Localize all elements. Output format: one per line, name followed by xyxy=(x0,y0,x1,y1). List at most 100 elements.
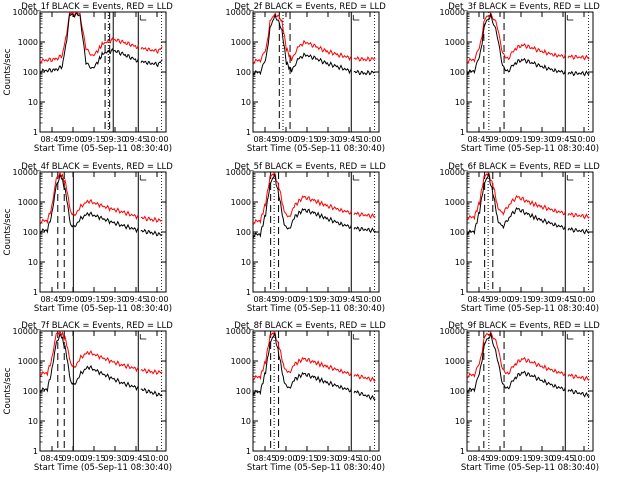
y-tick-label: 10 xyxy=(455,417,465,426)
x-tick-label: 09:45 xyxy=(124,295,147,304)
series-line-lld xyxy=(467,12,590,64)
x-axis-label: Start Time (05-Sep-11 08:30:40) xyxy=(461,304,599,314)
x-tick-label: 09:15 xyxy=(509,295,532,304)
x-tick-label: 09:00 xyxy=(488,295,511,304)
y-tick-label: 10000 xyxy=(440,8,465,17)
y-tick-label: 100 xyxy=(23,228,38,237)
plot-frame xyxy=(252,171,380,293)
x-tick-label: 09:45 xyxy=(337,454,360,463)
x-tick-label: 09:30 xyxy=(316,295,339,304)
plot-frame xyxy=(39,171,167,293)
x-axis-label: Start Time (05-Sep-11 08:30:40) xyxy=(34,304,172,314)
plot-title: Det_5f BLACK = Events, RED = LLD xyxy=(234,162,386,172)
y-tick-label: 100 xyxy=(23,387,38,396)
plot-title: Det_1f BLACK = Events, RED = LLD xyxy=(21,2,173,12)
x-tick-label: 09:30 xyxy=(316,135,339,144)
y-tick-label: 1 xyxy=(460,288,465,297)
plot-title: Det_8f BLACK = Events, RED = LLD xyxy=(234,321,386,331)
x-tick-label: 09:15 xyxy=(509,454,532,463)
y-tick-label: 10000 xyxy=(226,8,251,17)
x-tick-label: 10:00 xyxy=(572,454,595,463)
x-tick-label: 09:30 xyxy=(530,135,553,144)
x-tick-label: 10:00 xyxy=(358,135,381,144)
plot-title: Det_3f BLACK = Events, RED = LLD xyxy=(448,2,600,12)
y-tick-label: 100 xyxy=(23,68,38,77)
plot-title: Det_2f BLACK = Events, RED = LLD xyxy=(234,2,386,12)
x-tick-label: 10:00 xyxy=(145,454,168,463)
x-axis-label: Start Time (05-Sep-11 08:30:40) xyxy=(461,463,599,473)
y-tick-label: 10000 xyxy=(440,168,465,177)
x-tick-label: 08:45 xyxy=(40,135,63,144)
plot-frame xyxy=(466,330,594,452)
y-tick-label: 1000 xyxy=(18,38,38,47)
y-tick-label: 10000 xyxy=(13,8,38,17)
series-line-events xyxy=(253,332,376,401)
y-tick-label: 1000 xyxy=(231,38,251,47)
y-tick-label: 1 xyxy=(460,447,465,456)
x-tick-label: 08:45 xyxy=(467,454,490,463)
y-tick-label: 100 xyxy=(450,228,465,237)
x-tick-label: 09:00 xyxy=(61,135,84,144)
y-tick-label: 10 xyxy=(28,98,38,107)
x-tick-label: 10:00 xyxy=(145,135,168,144)
y-tick-label: 10 xyxy=(28,417,38,426)
x-tick-label: 09:45 xyxy=(551,295,574,304)
x-tick-label: 09:15 xyxy=(295,135,318,144)
x-tick-label: 10:00 xyxy=(572,135,595,144)
x-tick-label: 09:15 xyxy=(82,295,105,304)
y-tick-label: 10 xyxy=(455,98,465,107)
x-tick-label: 09:30 xyxy=(103,295,126,304)
x-tick-label: 08:45 xyxy=(253,454,276,463)
x-tick-label: 09:30 xyxy=(103,135,126,144)
x-tick-label: 09:00 xyxy=(274,135,297,144)
y-tick-label: 100 xyxy=(236,387,251,396)
plot-title: Det_6f BLACK = Events, RED = LLD xyxy=(448,162,600,172)
y-tick-label: 10 xyxy=(241,98,251,107)
x-tick-label: 10:00 xyxy=(358,454,381,463)
x-tick-label: 09:30 xyxy=(530,295,553,304)
x-tick-label: 09:30 xyxy=(316,454,339,463)
y-tick-label: 100 xyxy=(236,228,251,237)
x-tick-label: 09:00 xyxy=(274,295,297,304)
x-tick-label: 09:30 xyxy=(103,454,126,463)
x-tick-label: 09:00 xyxy=(274,454,297,463)
y-tick-label: 1000 xyxy=(231,198,251,207)
x-tick-label: 09:15 xyxy=(295,295,318,304)
x-tick-label: 10:00 xyxy=(358,295,381,304)
x-tick-label: 08:45 xyxy=(467,135,490,144)
series-line-lld xyxy=(40,172,163,225)
x-tick-label: 09:00 xyxy=(61,454,84,463)
plot-frame xyxy=(39,11,167,133)
y-tick-label: 10000 xyxy=(226,327,251,336)
series-line-events xyxy=(467,172,590,236)
x-tick-label: 09:15 xyxy=(82,454,105,463)
x-tick-label: 09:45 xyxy=(337,135,360,144)
plot-title: Det_7f BLACK = Events, RED = LLD xyxy=(21,321,173,331)
plot-title: Det_4f BLACK = Events, RED = LLD xyxy=(21,162,173,172)
series-line-lld xyxy=(40,12,163,64)
y-axis-label: Counts/sec xyxy=(3,48,13,95)
x-axis-label: Start Time (05-Sep-11 08:30:40) xyxy=(247,304,385,314)
y-tick-label: 1000 xyxy=(445,38,465,47)
y-tick-label: 10000 xyxy=(440,327,465,336)
y-tick-label: 10000 xyxy=(226,168,251,177)
x-tick-label: 09:15 xyxy=(82,135,105,144)
x-tick-label: 09:45 xyxy=(124,454,147,463)
series-line-lld xyxy=(40,331,163,377)
y-tick-label: 1000 xyxy=(445,357,465,366)
series-line-events xyxy=(253,173,376,239)
x-axis-label: Start Time (05-Sep-11 08:30:40) xyxy=(34,144,172,154)
series-line-events xyxy=(40,332,163,397)
x-axis-label: Start Time (05-Sep-11 08:30:40) xyxy=(34,463,172,473)
x-tick-label: 08:45 xyxy=(467,295,490,304)
x-tick-label: 08:45 xyxy=(253,135,276,144)
series-line-events xyxy=(40,174,163,237)
x-tick-label: 09:15 xyxy=(509,135,532,144)
y-tick-label: 100 xyxy=(450,387,465,396)
x-tick-label: 09:00 xyxy=(61,295,84,304)
x-tick-label: 09:45 xyxy=(337,295,360,304)
plot-frame xyxy=(252,330,380,452)
y-axis-label: Counts/sec xyxy=(3,367,13,414)
series-line-lld xyxy=(253,331,376,383)
